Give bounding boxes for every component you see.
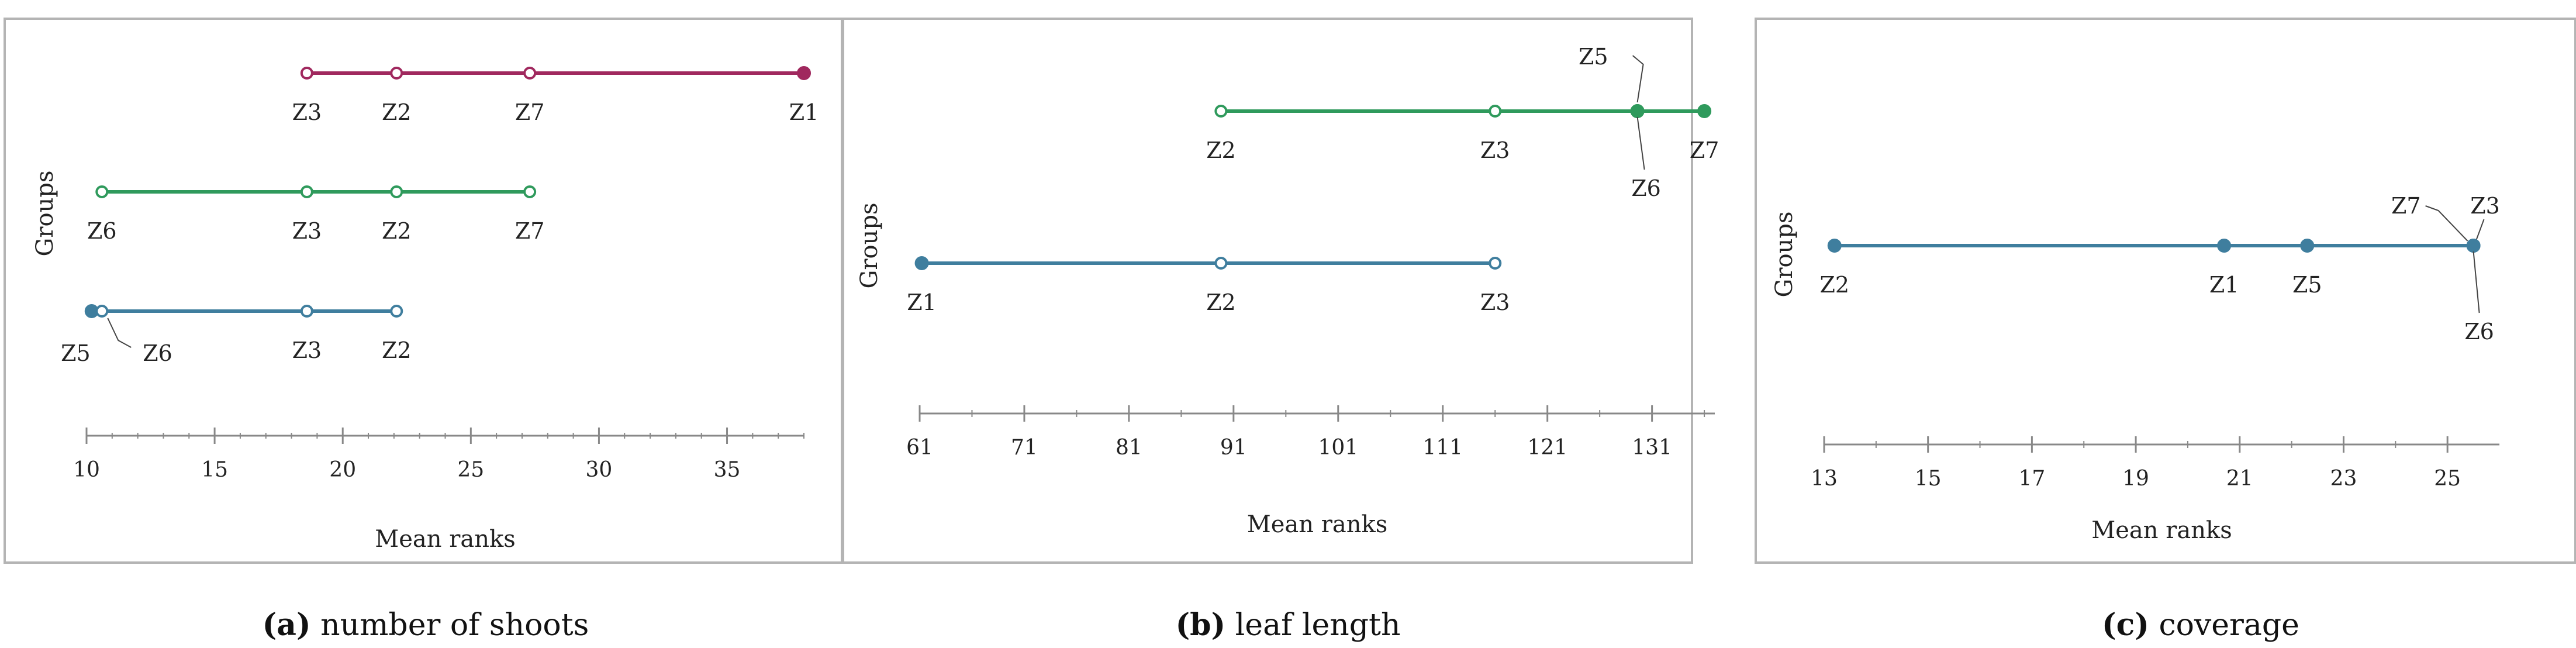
data-point — [95, 185, 109, 198]
point-label: Z2 — [1206, 289, 1236, 315]
x-tick-label: 13 — [1811, 467, 1838, 491]
x-axis-label: Mean ranks — [1247, 511, 1387, 538]
chart-panel-b: 61 71 81 91 101 111 121 131 Mean ranks Groups Z2 Z3… — [842, 18, 1719, 564]
data-point — [1214, 105, 1228, 118]
data-point — [523, 185, 537, 198]
data-point — [2217, 239, 2232, 253]
x-tick-label: 15 — [1915, 467, 1942, 491]
data-point — [300, 67, 313, 80]
x-tick-label: 81 — [1116, 436, 1142, 460]
point-label: Z6 — [1631, 175, 1661, 201]
caption-a: (a) number of shoots — [263, 607, 589, 643]
label-leader — [2425, 205, 2468, 242]
data-point — [1827, 239, 1842, 253]
x-tick-label: 30 — [586, 458, 613, 482]
data-point — [1697, 104, 1712, 118]
x-tick-label: 131 — [1632, 436, 1672, 460]
data-point — [390, 67, 403, 80]
x-tick-label: 91 — [1220, 436, 1247, 460]
caption-b-tag: (b) — [1175, 607, 1226, 643]
point-label: Z3 — [292, 218, 322, 244]
x-tick-label: 17 — [2018, 467, 2045, 491]
point-label: Z5 — [61, 340, 91, 366]
data-point — [1630, 104, 1645, 118]
x-tick-label: 71 — [1011, 436, 1038, 460]
caption-c: (c) coverage — [2102, 607, 2299, 643]
label-leader — [1636, 116, 1645, 170]
x-tick-label: 21 — [2226, 467, 2253, 491]
point-label: Z6 — [87, 218, 117, 244]
data-point — [1489, 257, 1502, 270]
point-label: Z7 — [515, 99, 545, 125]
data-point — [1489, 105, 1502, 118]
data-point — [914, 256, 929, 270]
y-axis-label: Groups — [856, 202, 883, 288]
x-tick-label: 10 — [73, 458, 100, 482]
caption-b: (b) leaf length — [1176, 607, 1401, 643]
point-label: Z5 — [2292, 272, 2322, 298]
x-tick-label: 25 — [457, 458, 484, 482]
point-label: Z6 — [143, 340, 172, 366]
point-label: Z7 — [515, 218, 545, 244]
point-label: Z3 — [1480, 137, 1510, 163]
data-point — [390, 185, 403, 198]
y-axis-label: Groups — [32, 170, 58, 256]
y-axis-label: Groups — [1771, 211, 1798, 297]
data-point — [797, 66, 811, 80]
point-label: Z2 — [382, 337, 412, 363]
point-label: Z3 — [1480, 289, 1510, 315]
caption-c-title: coverage — [2159, 608, 2299, 643]
point-label: Z1 — [2209, 272, 2239, 298]
x-tick-label: 121 — [1527, 436, 1567, 460]
point-label: Z5 — [1579, 44, 1608, 70]
point-label: Z7 — [2391, 193, 2421, 219]
x-tick-label: 25 — [2434, 467, 2461, 491]
data-point — [95, 305, 109, 318]
x-tick-label: 61 — [906, 436, 933, 460]
data-point — [300, 305, 313, 318]
data-point — [1214, 257, 1228, 270]
x-tick-label: 35 — [714, 458, 741, 482]
label-leader — [2475, 219, 2485, 240]
x-tick-label: 20 — [329, 458, 356, 482]
point-label: Z6 — [2464, 319, 2494, 344]
data-point — [2466, 239, 2481, 253]
point-label: Z2 — [382, 218, 412, 244]
caption-b-title: leaf length — [1235, 608, 1401, 643]
point-label: Z2 — [1206, 137, 1236, 163]
x-tick-label: 101 — [1318, 436, 1358, 460]
label-leader — [1632, 55, 1644, 103]
point-label: Z2 — [1819, 272, 1849, 298]
panel-frame — [1755, 18, 2576, 564]
point-label: Z3 — [2470, 193, 2500, 219]
x-tick-label: 23 — [2330, 467, 2357, 491]
x-axis-label: Mean ranks — [2091, 517, 2232, 544]
data-point — [2300, 239, 2315, 253]
chart-panel-c: 13 15 17 19 21 23 25 Mean ranks Groups Z2 Z1 Z5 Z7 Z3… — [1755, 18, 2576, 564]
point-label: Z1 — [789, 99, 819, 125]
x-tick-label: 19 — [2122, 467, 2149, 491]
caption-a-title: number of shoots — [320, 608, 589, 643]
data-point — [390, 305, 403, 318]
data-point — [300, 185, 313, 198]
label-leader — [2473, 251, 2480, 313]
label-leader — [107, 318, 132, 348]
caption-a-tag: (a) — [262, 607, 311, 643]
x-axis-label: Mean ranks — [375, 526, 515, 553]
point-label: Z7 — [1690, 137, 1719, 163]
x-tick-label: 111 — [1422, 436, 1463, 460]
point-label: Z1 — [907, 289, 937, 315]
caption-c-tag: (c) — [2102, 607, 2149, 643]
chart-panel-a: 10 15 20 25 30 35 Mean ranks Groups Z3 Z2 Z7 Z1 Z6 Z3… — [4, 18, 843, 564]
point-label: Z2 — [382, 99, 412, 125]
point-label: Z3 — [292, 99, 322, 125]
point-label: Z3 — [292, 337, 322, 363]
panel-frame — [842, 18, 1693, 564]
x-tick-label: 15 — [201, 458, 228, 482]
data-point — [523, 67, 537, 80]
